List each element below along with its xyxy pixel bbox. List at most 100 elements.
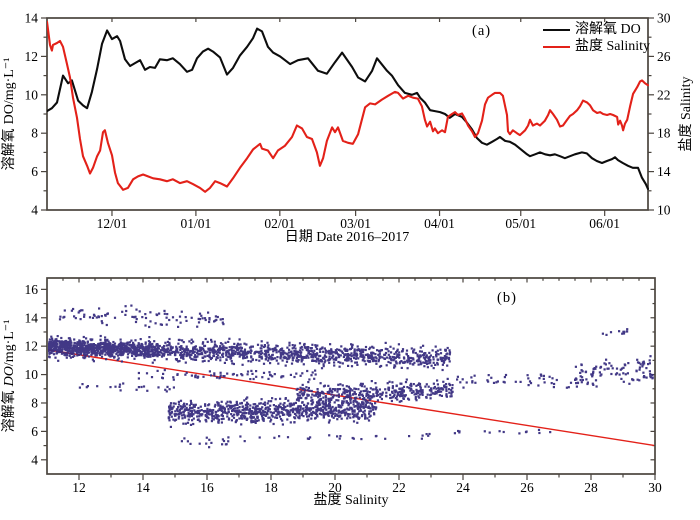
scatter-point (144, 341, 147, 344)
scatter-point (255, 375, 258, 378)
scatter-point (330, 349, 333, 352)
scatter-point (430, 387, 433, 390)
scatter-point (301, 411, 304, 414)
scatter-point (294, 347, 297, 350)
scatter-point (140, 385, 143, 389)
scatter-point (234, 407, 237, 410)
scatter-point (329, 408, 333, 411)
scatter-point (230, 354, 233, 357)
scatter-point (134, 353, 137, 356)
scatter-point (284, 356, 288, 359)
scatter-point (636, 358, 639, 361)
scatter-point (398, 390, 402, 393)
scatter-point (340, 350, 343, 353)
scatter-point (197, 317, 200, 320)
scatter-point (76, 344, 79, 347)
scatter-point (365, 392, 368, 395)
scatter-point (420, 392, 423, 395)
scatter-point (131, 350, 134, 353)
scatter-point (84, 346, 87, 349)
scatter-point (316, 390, 319, 393)
scatter-point (360, 348, 363, 351)
scatter-point (187, 408, 190, 411)
scatter-point (622, 372, 625, 375)
scatter-point (51, 342, 54, 345)
scatter-point (119, 341, 122, 344)
scatter-point (151, 361, 154, 364)
scatter-point (249, 351, 252, 355)
scatter-point (618, 373, 621, 376)
scatter-point (338, 365, 341, 368)
scatter-point (302, 356, 305, 359)
scatter-point (235, 400, 238, 403)
scatter-point (361, 393, 364, 396)
scatter-point (104, 353, 107, 356)
scatter-point (352, 416, 355, 419)
scatter-point (350, 360, 353, 363)
scatter-point (100, 343, 103, 346)
scatter-point (308, 389, 311, 392)
scatter-point (59, 344, 62, 347)
scatter-point (313, 349, 316, 352)
scatter-point (627, 362, 630, 365)
scatter-point (314, 344, 317, 347)
scatter-point (246, 401, 249, 404)
scatter-point (248, 407, 252, 410)
scatter-point (253, 351, 256, 355)
scatter-point (168, 341, 171, 344)
scatter-point (349, 353, 352, 356)
tick-label: 12 (72, 480, 86, 495)
scatter-point (428, 351, 431, 354)
scatter-point (158, 353, 161, 356)
scatter-point (205, 412, 209, 415)
scatter-point (134, 339, 137, 342)
scatter-point (324, 411, 327, 414)
panel-a-y-left-axis-title: 溶解氧DO/mg·L⁻¹ (1, 58, 17, 171)
scatter-point (397, 354, 400, 357)
scatter-point (154, 350, 157, 353)
scatter-point (316, 388, 319, 391)
scatter-point (327, 384, 330, 387)
scatter-point (105, 351, 108, 354)
scatter-point (378, 356, 381, 360)
scatter-point (310, 389, 313, 393)
scatter-point (417, 392, 420, 395)
scatter-point (117, 347, 120, 350)
scatter-point (287, 412, 290, 415)
scatter-point (221, 318, 224, 321)
scatter-point (167, 353, 170, 356)
scatter-point (364, 345, 368, 349)
scatter-point (380, 397, 383, 401)
scatter-point (306, 419, 309, 422)
scatter-point (241, 409, 244, 412)
scatter-point (126, 349, 130, 352)
scatter-point (295, 398, 299, 401)
scatter-point (385, 391, 388, 394)
scatter-point (376, 349, 379, 352)
scatter-point (306, 408, 310, 411)
scatter-point (413, 393, 416, 396)
scatter-point (381, 391, 384, 394)
scatter-point (177, 342, 180, 345)
scatter-point (193, 356, 196, 359)
do-series-line (47, 27, 649, 190)
scatter-point (316, 407, 319, 410)
scatter-point (104, 338, 107, 342)
scatter-point (243, 342, 246, 345)
scatter-point (363, 360, 366, 363)
scatter-point (76, 341, 79, 344)
scatter-point (90, 339, 93, 342)
scatter-point (385, 364, 388, 367)
scatter-point (318, 403, 321, 406)
scatter-point (212, 409, 215, 412)
scatter-point (73, 315, 76, 318)
scatter-point (320, 360, 324, 363)
scatter-point (231, 373, 234, 376)
scatter-point (436, 358, 439, 361)
scatter-point (290, 350, 293, 353)
scatter-point (372, 356, 375, 359)
tick-label: 03/01 (340, 216, 371, 231)
scatter-point (107, 354, 111, 357)
scatter-point (236, 348, 239, 351)
scatter-point (142, 385, 146, 388)
